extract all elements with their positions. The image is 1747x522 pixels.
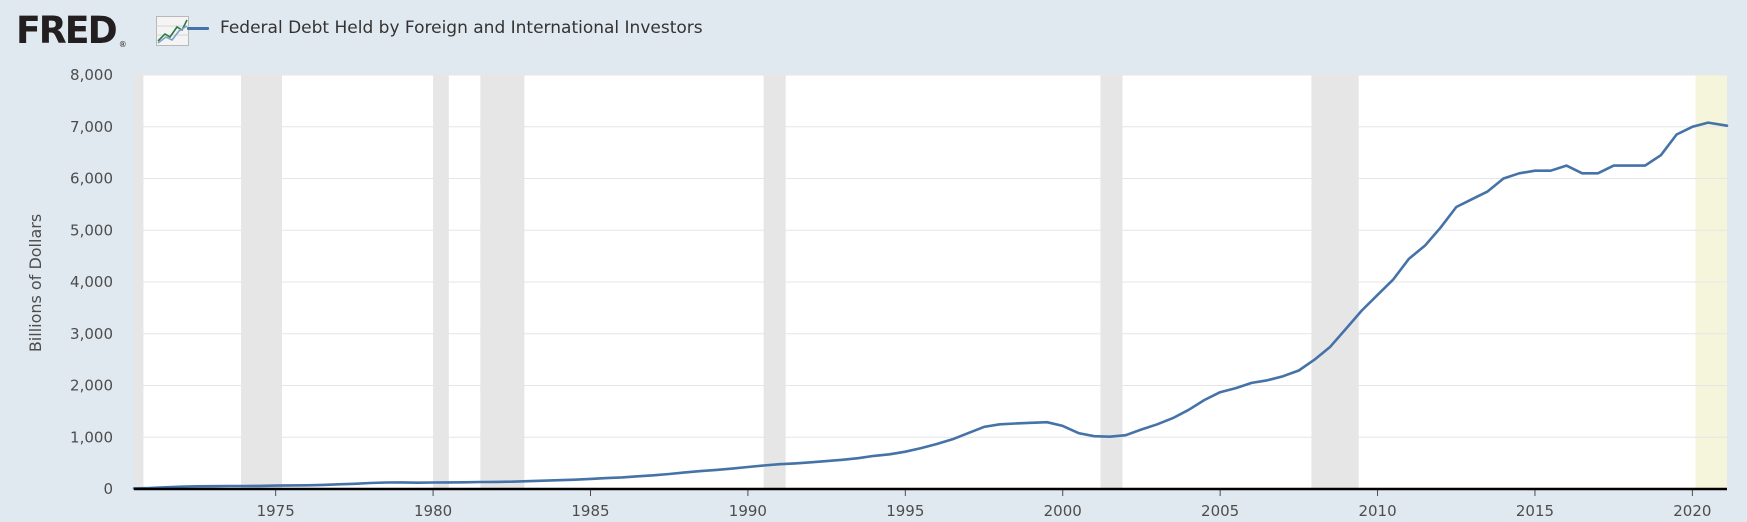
- x-tick-label: 2015: [1516, 502, 1554, 520]
- y-axis-tick-labels: 0 1,000 2,000 3,000 4,000 5,000 6,000 7,000 8,00…: [70, 66, 113, 498]
- x-tick-label: 2020: [1673, 502, 1711, 520]
- fred-graph-icon: [156, 16, 189, 46]
- x-tick-label: 2010: [1358, 502, 1396, 520]
- y-tick-label: 6,000: [70, 170, 113, 188]
- x-axis-ticks: 1975 1980 1985 1990 1995 2000 2005 2010 2015 2020: [257, 489, 1711, 520]
- y-tick-label: 8,000: [70, 66, 113, 84]
- x-tick-label: 1980: [414, 502, 452, 520]
- fred-logo-text: FRED: [16, 9, 118, 52]
- registered-mark: ®: [118, 40, 127, 49]
- x-tick-label: 1990: [729, 502, 767, 520]
- x-tick-label: 1975: [257, 502, 295, 520]
- y-tick-label: 1,000: [70, 428, 113, 446]
- y-tick-label: 7,000: [70, 118, 113, 136]
- x-tick-label: 2005: [1201, 502, 1239, 520]
- legend-line-swatch: [187, 26, 209, 30]
- y-axis-title: Billions of Dollars: [26, 214, 45, 352]
- x-tick-label: 1995: [886, 502, 924, 520]
- y-tick-label: 0: [103, 480, 113, 498]
- x-tick-label: 1985: [571, 502, 609, 520]
- y-tick-label: 4,000: [70, 273, 113, 291]
- fred-logo[interactable]: FRED ®: [16, 9, 189, 52]
- legend-series-label: Federal Debt Held by Foreign and Interna…: [220, 18, 703, 38]
- y-tick-label: 5,000: [70, 221, 113, 239]
- series-line[interactable]: [132, 121, 1729, 490]
- chart-header: FRED ® Federal Debt Held by Foreign and …: [0, 0, 1747, 62]
- chart-legend[interactable]: Federal Debt Held by Foreign and Interna…: [187, 18, 703, 38]
- y-tick-label: 2,000: [70, 377, 113, 395]
- y-tick-label: 3,000: [70, 325, 113, 343]
- x-tick-label: 2000: [1044, 502, 1082, 520]
- gridlines: [134, 74, 1727, 438]
